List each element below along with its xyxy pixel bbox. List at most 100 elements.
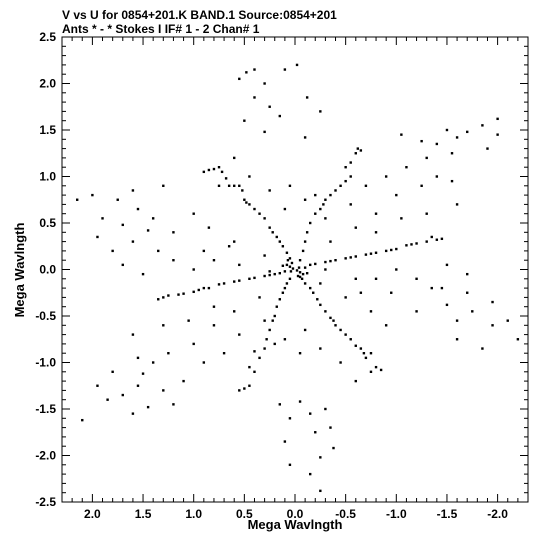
uv-point — [354, 152, 357, 155]
uv-point — [111, 249, 114, 253]
uv-point — [278, 403, 281, 406]
uv-point — [290, 261, 294, 265]
uv-point — [319, 303, 322, 307]
x-tick-label: -1.5 — [437, 507, 458, 521]
uv-point — [312, 291, 315, 294]
uv-point — [136, 207, 140, 211]
uv-point — [374, 277, 378, 280]
uv-point — [435, 238, 439, 241]
uv-point — [217, 166, 221, 169]
uv-point — [285, 251, 289, 254]
x-tick-label: 1.0 — [185, 507, 202, 521]
plot-subtitle: Ants * - * Stokes I IF# 1 - 2 Chan# 1 — [62, 22, 260, 36]
uv-point — [309, 472, 312, 476]
uv-point — [314, 431, 317, 434]
uv-point — [172, 231, 175, 234]
uv-point — [324, 198, 327, 201]
uv-point — [405, 244, 408, 247]
uv-point — [288, 265, 292, 268]
uv-point — [334, 324, 337, 327]
uv-point — [288, 463, 292, 466]
uv-point — [298, 400, 302, 403]
uv-point — [445, 128, 449, 132]
uv-point — [466, 130, 469, 134]
uv-point — [248, 203, 251, 206]
uv-point — [217, 184, 221, 187]
uv-point — [243, 198, 246, 201]
uv-point — [268, 105, 271, 108]
uv-point — [258, 356, 261, 360]
uv-point — [192, 342, 195, 346]
uv-point — [281, 245, 285, 248]
uv-point — [245, 201, 248, 204]
uv-point — [295, 269, 299, 272]
uv-point — [286, 259, 290, 262]
y-tick-label: 1.5 — [39, 123, 56, 137]
uv-point — [344, 333, 347, 336]
y-tick-label: 2.5 — [39, 30, 56, 44]
uv-point — [430, 235, 433, 239]
uv-point — [471, 310, 474, 313]
uv-point — [354, 379, 357, 383]
uv-point — [354, 344, 357, 347]
uv-point — [298, 352, 302, 355]
uv-point — [295, 63, 299, 67]
x-tick-label: -0.5 — [335, 507, 356, 521]
uv-point — [268, 226, 271, 229]
uv-point — [278, 114, 281, 118]
uv-point — [339, 361, 342, 364]
uv-point — [319, 347, 322, 350]
uv-point — [238, 184, 241, 187]
uv-point — [172, 259, 175, 262]
uv-point — [238, 279, 241, 282]
uv-point — [496, 117, 499, 121]
uv-point — [241, 189, 244, 192]
uv-point — [300, 277, 304, 280]
uv-point — [212, 305, 216, 308]
uv-point — [253, 207, 256, 211]
uv-point — [344, 166, 347, 169]
uv-point — [298, 259, 302, 262]
uv-point — [275, 305, 278, 308]
uv-point — [329, 259, 332, 263]
uv-point — [466, 291, 469, 294]
uv-point — [271, 231, 274, 234]
x-axis-label: Mega Wavlngth — [248, 517, 343, 532]
uv-point — [248, 277, 251, 280]
uv-point — [285, 263, 289, 267]
uv-point — [415, 277, 418, 280]
uv-point — [162, 324, 165, 327]
uv-point — [182, 292, 185, 295]
uv-point — [319, 489, 322, 493]
uv-point — [319, 207, 322, 211]
plot-frame — [61, 36, 529, 503]
uv-point — [263, 82, 266, 85]
uv-point — [415, 310, 418, 313]
uv-point — [233, 240, 236, 243]
uv-point — [466, 272, 469, 276]
uv-point — [329, 426, 332, 429]
uv-point — [298, 275, 302, 279]
uv-point — [273, 342, 276, 346]
uv-point — [212, 259, 216, 262]
plot-title: V vs U for 0854+201.K BAND.1 Source:0854… — [62, 8, 337, 22]
uv-point — [332, 446, 335, 450]
uv-point — [359, 347, 363, 350]
uv-point — [324, 268, 327, 271]
uv-point — [319, 110, 322, 113]
uv-point — [344, 296, 347, 299]
uv-point — [288, 257, 292, 260]
uv-point — [332, 319, 335, 322]
uv-point — [420, 139, 423, 143]
uv-point — [303, 328, 307, 332]
uv-point — [455, 338, 459, 341]
uv-point — [248, 365, 251, 369]
uv-point — [481, 124, 484, 127]
uv-point — [349, 175, 352, 178]
uv-point — [224, 177, 228, 180]
uv-point — [281, 264, 285, 267]
y-tick-label: -2.0 — [35, 449, 56, 463]
uv-point — [316, 298, 319, 301]
uv-point — [243, 387, 246, 390]
uv-point — [374, 251, 378, 254]
